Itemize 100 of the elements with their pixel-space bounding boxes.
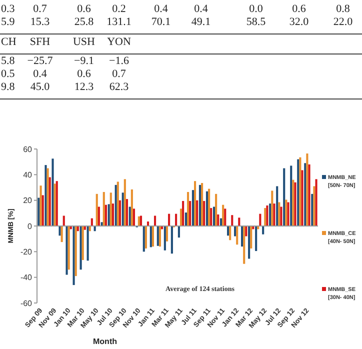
bar <box>236 226 238 245</box>
bar <box>186 192 190 226</box>
bar <box>118 200 121 226</box>
text: 22.0 <box>333 16 353 28</box>
text: 0.7 <box>33 3 47 15</box>
bar <box>60 226 63 242</box>
bar <box>82 226 84 260</box>
text: 0.6 <box>292 3 306 15</box>
bar <box>301 170 304 226</box>
text: 0.4 <box>194 3 208 15</box>
bar <box>313 186 316 226</box>
bar <box>234 226 236 236</box>
bar <box>224 208 226 226</box>
bar <box>194 181 196 226</box>
bar <box>264 208 266 226</box>
bar <box>128 206 131 226</box>
bar <box>170 226 173 254</box>
bar <box>124 179 126 226</box>
bar <box>217 214 220 226</box>
text: 25.8 <box>74 16 94 28</box>
text: −1.6 <box>109 55 129 67</box>
bar <box>184 212 187 226</box>
bar <box>192 190 194 226</box>
bar <box>226 226 230 236</box>
bar <box>72 226 75 286</box>
bar <box>198 184 202 226</box>
bar <box>271 190 274 226</box>
bar <box>56 181 58 226</box>
bar <box>189 200 192 226</box>
text: 0.4 <box>154 3 168 15</box>
bar <box>311 194 314 226</box>
bar <box>215 194 218 226</box>
bar <box>130 189 133 226</box>
bar <box>208 188 210 226</box>
bar <box>98 206 100 226</box>
bar <box>238 218 240 226</box>
bar <box>40 186 42 226</box>
bar <box>308 164 310 226</box>
bar <box>114 184 117 226</box>
bar <box>243 226 246 264</box>
bar <box>116 182 119 226</box>
bar <box>241 226 244 247</box>
bar <box>108 204 110 226</box>
bar <box>255 226 258 252</box>
text: SFH <box>30 36 50 48</box>
bar <box>283 168 286 226</box>
bar <box>166 226 168 242</box>
bar <box>294 182 296 226</box>
text: 0.2 <box>112 3 126 15</box>
text: 32.0 <box>289 16 309 28</box>
y-tick-label: 0 <box>28 222 33 231</box>
bar <box>315 179 318 226</box>
bar <box>132 208 136 226</box>
bar <box>58 226 61 236</box>
bar <box>96 194 98 226</box>
text: 9.8 <box>1 81 15 93</box>
text: 0.4 <box>33 68 47 80</box>
bar <box>138 216 140 226</box>
y-tick-label: 60 <box>23 144 33 154</box>
text: 45.0 <box>30 81 50 93</box>
bar <box>196 200 198 226</box>
bar <box>201 183 204 226</box>
text: 12.3 <box>74 81 94 93</box>
y-tick-label: -60 <box>20 298 33 308</box>
bar <box>142 226 145 252</box>
bar <box>273 204 276 226</box>
bar <box>248 226 250 259</box>
text: 62.3 <box>109 81 129 93</box>
bar <box>42 195 44 226</box>
bar <box>112 204 114 226</box>
text: 0.6 <box>77 3 91 15</box>
text: 131.1 <box>106 16 132 28</box>
bar <box>48 177 51 226</box>
bar <box>210 208 212 226</box>
bar <box>285 200 288 226</box>
bar <box>110 192 112 226</box>
text: 15.3 <box>30 16 50 28</box>
bar <box>80 226 82 270</box>
bar <box>292 180 294 226</box>
bar <box>175 214 178 226</box>
bar <box>182 200 184 226</box>
bar <box>62 216 65 226</box>
bar <box>46 168 49 226</box>
y-tick-label: -20 <box>20 247 33 256</box>
bar <box>86 226 89 261</box>
bar <box>122 192 124 226</box>
text: 5.8 <box>1 55 15 67</box>
bar <box>259 214 262 226</box>
bar <box>280 206 282 226</box>
bar <box>68 226 70 270</box>
bar <box>231 215 234 226</box>
bar <box>154 216 156 226</box>
bar <box>164 226 166 250</box>
bar <box>250 226 252 248</box>
bar <box>278 202 280 226</box>
bar <box>276 186 278 226</box>
bar <box>178 226 180 238</box>
bar <box>203 200 206 226</box>
bar <box>102 192 105 226</box>
x-axis-title: Month <box>93 337 118 346</box>
